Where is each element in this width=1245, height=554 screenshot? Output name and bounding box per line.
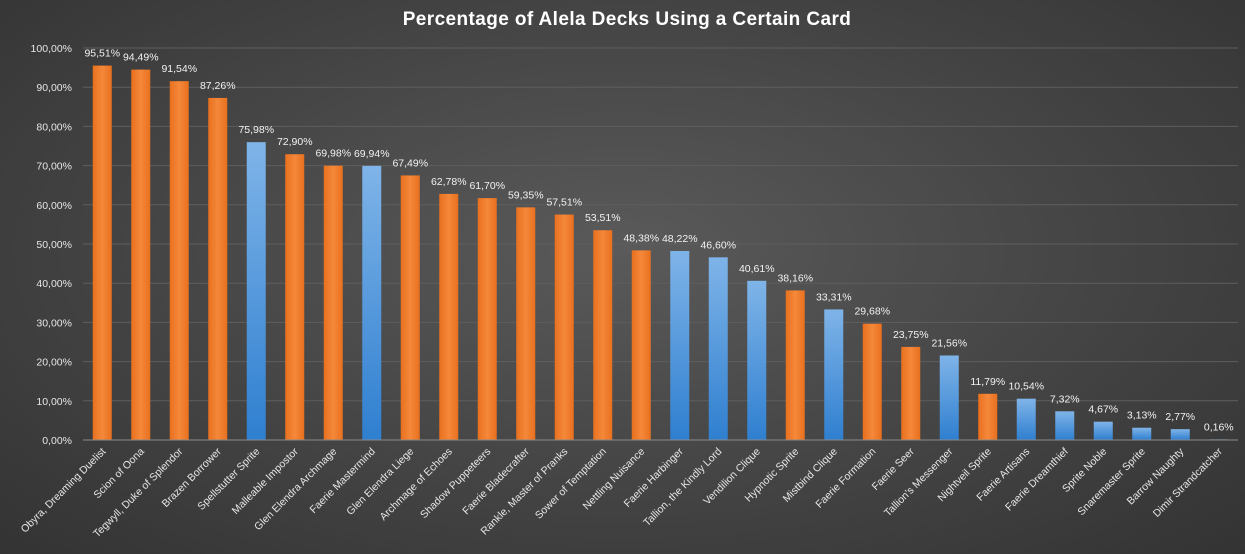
data-label: 21,56%: [931, 337, 967, 349]
data-label: 87,26%: [200, 80, 236, 92]
bar: [131, 69, 151, 441]
bar: [593, 230, 613, 440]
data-label: 69,94%: [354, 148, 390, 160]
data-label: 11,79%: [970, 376, 1005, 388]
bar: [785, 290, 805, 440]
y-tick-label: 90,00%: [36, 82, 72, 94]
bar: [939, 355, 959, 440]
y-tick-label: 20,00%: [36, 357, 72, 369]
y-tick-label: 10,00%: [36, 396, 72, 408]
bar: [516, 207, 536, 440]
data-label: 59,35%: [508, 189, 544, 201]
x-tick-label: Malleable Impostor: [230, 445, 302, 517]
bar: [1132, 427, 1152, 440]
bar: [208, 97, 228, 441]
data-label: 48,22%: [662, 233, 698, 245]
y-tick-label: 40,00%: [36, 278, 72, 290]
data-label: 29,68%: [854, 306, 890, 318]
x-tick-label: Faerie Mastermind: [307, 446, 377, 516]
x-tick-label: Glen Elendra Liege: [344, 446, 416, 518]
bars: [92, 65, 1229, 441]
bar: [631, 250, 651, 440]
data-label: 33,31%: [816, 291, 852, 303]
bar: [708, 257, 728, 440]
x-tick-label: Snaremaster Sprite: [1075, 446, 1148, 519]
bar: [323, 165, 343, 440]
bar: [362, 165, 382, 440]
x-tick-label: Sower of Temptation: [533, 446, 609, 522]
data-label: 72,90%: [277, 136, 313, 148]
data-labels: 95,51% 94,49%91,54%87,26%75,98%72,90%69,9…: [84, 48, 1233, 434]
data-label: 4,67%: [1088, 404, 1118, 416]
bar: [477, 198, 497, 440]
y-axis-ticks: 0,00% 10,00% 20,00% 30,00% 40,00% 50,00% 60,00…: [31, 43, 72, 447]
y-tick-label: 0,00%: [42, 435, 72, 447]
data-label: 2,77%: [1165, 411, 1195, 423]
data-label: 48,38%: [623, 232, 659, 244]
data-label: 57,51%: [546, 197, 582, 209]
bar: [400, 175, 420, 440]
data-label: 0,16%: [1204, 421, 1234, 433]
bar: [824, 309, 844, 440]
data-label: 23,75%: [893, 329, 929, 341]
bar: [169, 81, 189, 440]
data-label: 46,60%: [700, 239, 736, 251]
data-label: 91,54%: [161, 63, 197, 75]
data-label: 75,98%: [238, 124, 274, 136]
bar: [554, 214, 574, 440]
data-label: 3,13%: [1127, 410, 1157, 422]
bar: [1170, 429, 1190, 440]
data-label: 10,54%: [1008, 381, 1044, 393]
x-tick-label: Shadow Puppeteers: [418, 446, 493, 521]
data-label: 69,98%: [315, 148, 351, 160]
bar: [862, 323, 882, 440]
chart-title: Percentage of Alela Decks Using a Certai…: [403, 9, 852, 30]
bar: [1093, 421, 1113, 440]
bar: [747, 280, 767, 440]
y-tick-label: 100,00%: [31, 43, 72, 55]
bar: [1055, 411, 1075, 440]
data-label: 67,49%: [392, 157, 428, 169]
data-label: 62,78%: [431, 176, 467, 188]
data-label: 53,51%: [585, 212, 621, 224]
data-label: 7,32%: [1050, 393, 1080, 405]
x-tick-label: Dimir Strandcatcher: [1151, 445, 1225, 519]
bar: [246, 142, 266, 441]
bar: [285, 154, 305, 440]
gridlines: [83, 47, 1238, 402]
data-label: 40,61%: [739, 263, 775, 275]
bar: [978, 393, 998, 440]
data-label: 95,51%: [84, 48, 120, 60]
y-tick-label: 60,00%: [36, 200, 72, 212]
bar: [901, 346, 921, 440]
bar: [670, 250, 690, 440]
y-tick-label: 70,00%: [36, 161, 72, 173]
bar: [439, 193, 459, 440]
y-tick-label: 50,00%: [36, 239, 72, 251]
bar: [92, 65, 112, 440]
x-tick-label: Tallion's Messenger: [882, 445, 956, 519]
data-label: 94,49%: [123, 52, 159, 64]
data-label: 38,16%: [777, 272, 813, 284]
x-tick-label: Faerie Bladecrafter: [460, 445, 532, 517]
y-tick-label: 80,00%: [36, 121, 72, 133]
y-tick-label: 30,00%: [36, 317, 72, 329]
x-tick-label: Archmage of Echoes: [377, 446, 454, 523]
data-label: 61,70%: [469, 180, 505, 192]
bar: [1016, 398, 1036, 440]
